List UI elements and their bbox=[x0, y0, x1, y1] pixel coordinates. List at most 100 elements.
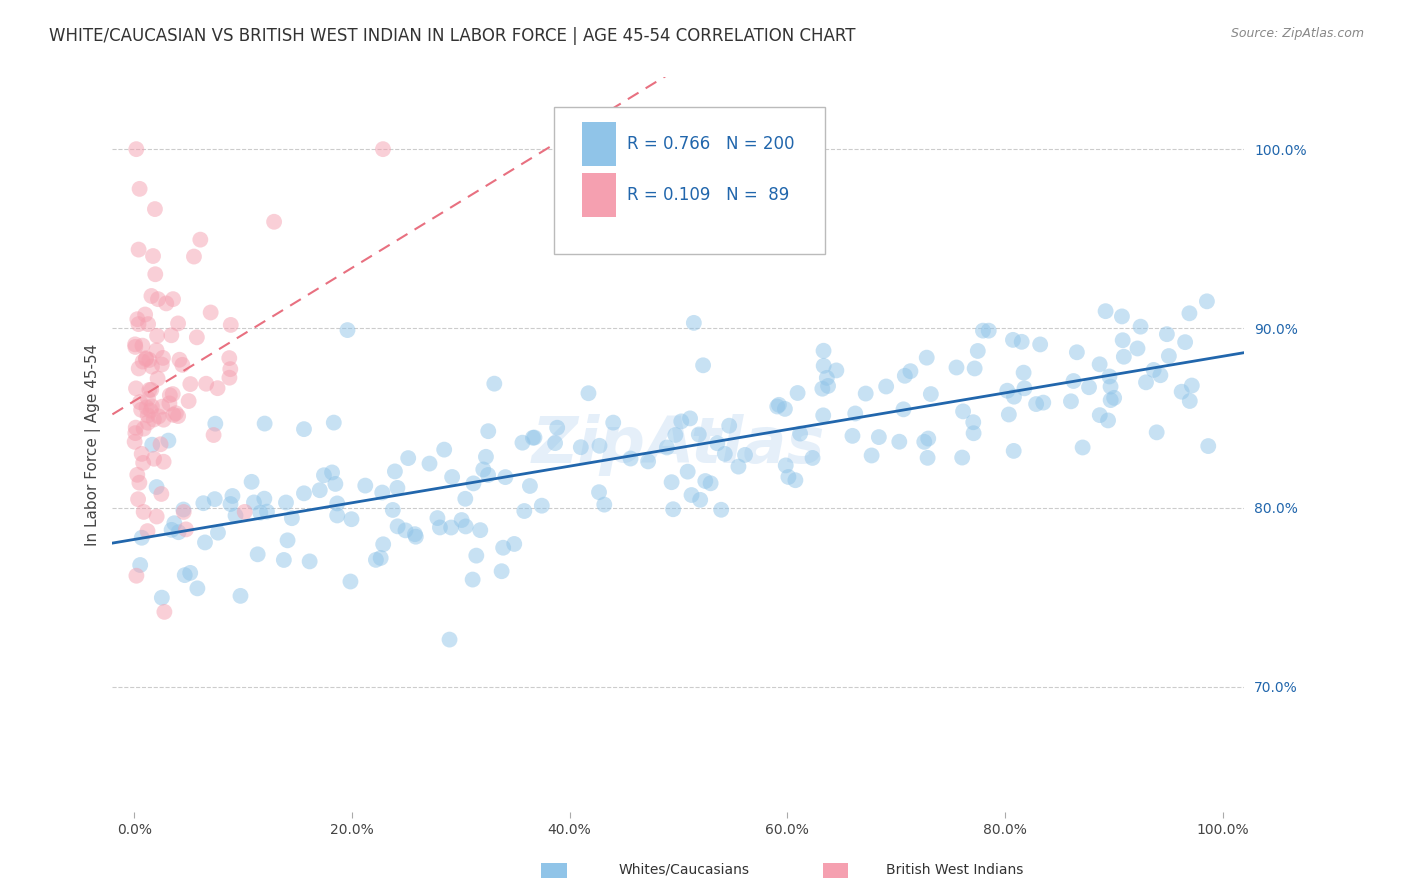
Point bbox=[135, 351, 157, 366]
Point bbox=[132, 505, 155, 519]
Point bbox=[364, 553, 387, 567]
Point bbox=[149, 437, 172, 451]
Point bbox=[169, 352, 191, 367]
Point bbox=[1032, 395, 1054, 409]
Point bbox=[200, 305, 222, 319]
Point bbox=[813, 359, 835, 373]
Point bbox=[167, 317, 190, 331]
Point bbox=[127, 492, 149, 507]
Point bbox=[676, 465, 699, 479]
Point bbox=[325, 477, 347, 491]
Point bbox=[418, 457, 440, 471]
Point bbox=[889, 434, 911, 449]
Point bbox=[1181, 378, 1204, 392]
Point bbox=[308, 483, 330, 498]
Point bbox=[841, 429, 863, 443]
Point bbox=[778, 470, 800, 484]
Point bbox=[195, 376, 218, 391]
Point bbox=[1002, 390, 1025, 404]
Point bbox=[825, 363, 848, 377]
Point bbox=[544, 436, 567, 450]
Point bbox=[371, 485, 394, 500]
Point bbox=[141, 289, 163, 303]
Point bbox=[162, 387, 184, 401]
Point bbox=[450, 513, 472, 527]
Point bbox=[129, 395, 152, 409]
Point bbox=[671, 414, 693, 428]
Point bbox=[134, 308, 156, 322]
Point bbox=[426, 511, 449, 525]
Point bbox=[1174, 335, 1197, 350]
Point bbox=[219, 497, 242, 511]
Point bbox=[157, 434, 180, 448]
Point bbox=[146, 292, 169, 306]
Point bbox=[292, 486, 315, 500]
Point bbox=[773, 401, 796, 416]
Point bbox=[894, 368, 917, 383]
Point bbox=[789, 426, 811, 441]
Point bbox=[125, 568, 148, 582]
Point bbox=[1066, 345, 1088, 359]
Point bbox=[1146, 425, 1168, 440]
Point bbox=[695, 474, 717, 488]
Point bbox=[124, 340, 146, 354]
Point bbox=[465, 549, 488, 563]
Point bbox=[157, 396, 180, 410]
Point bbox=[1197, 439, 1219, 453]
Point bbox=[218, 351, 240, 365]
Point bbox=[950, 450, 973, 465]
Point bbox=[734, 448, 756, 462]
Text: R = 0.109   N =  89: R = 0.109 N = 89 bbox=[627, 186, 790, 204]
Point bbox=[136, 409, 159, 423]
Point bbox=[312, 468, 335, 483]
Point bbox=[1071, 441, 1094, 455]
Point bbox=[503, 537, 526, 551]
Point bbox=[714, 447, 737, 461]
Point bbox=[142, 412, 165, 426]
Point bbox=[1102, 391, 1125, 405]
Point bbox=[281, 511, 304, 525]
Point bbox=[153, 605, 176, 619]
Point bbox=[786, 386, 808, 401]
Point bbox=[811, 382, 834, 396]
Point bbox=[661, 475, 683, 490]
Point bbox=[491, 564, 513, 578]
Point bbox=[204, 417, 226, 431]
Point bbox=[194, 535, 217, 549]
Point bbox=[706, 436, 728, 450]
Point bbox=[142, 249, 165, 263]
Point bbox=[129, 402, 152, 417]
Point bbox=[1099, 393, 1122, 408]
Point bbox=[945, 360, 967, 375]
Point bbox=[1088, 357, 1111, 371]
Point bbox=[699, 476, 721, 491]
Point bbox=[519, 479, 541, 493]
Point bbox=[394, 524, 416, 538]
Point bbox=[461, 573, 484, 587]
Point bbox=[917, 432, 939, 446]
Point bbox=[240, 475, 263, 489]
Point bbox=[127, 312, 149, 326]
Point bbox=[207, 525, 229, 540]
Point bbox=[152, 412, 174, 426]
Point bbox=[131, 447, 153, 461]
Point bbox=[263, 215, 285, 229]
Point bbox=[384, 464, 406, 478]
Point bbox=[530, 499, 553, 513]
Point bbox=[718, 418, 741, 433]
Point bbox=[569, 440, 592, 454]
Point bbox=[619, 451, 641, 466]
Y-axis label: In Labor Force | Age 45-54: In Labor Force | Age 45-54 bbox=[86, 343, 101, 546]
Point bbox=[162, 408, 184, 422]
Point bbox=[132, 422, 155, 436]
Point bbox=[692, 359, 714, 373]
Point bbox=[128, 361, 150, 376]
Point bbox=[768, 398, 790, 412]
Point bbox=[246, 547, 269, 561]
Point bbox=[1156, 327, 1178, 342]
Point bbox=[1112, 350, 1135, 364]
Point bbox=[162, 292, 184, 306]
Point bbox=[523, 431, 546, 445]
Point bbox=[454, 519, 477, 533]
Point bbox=[1025, 397, 1047, 411]
